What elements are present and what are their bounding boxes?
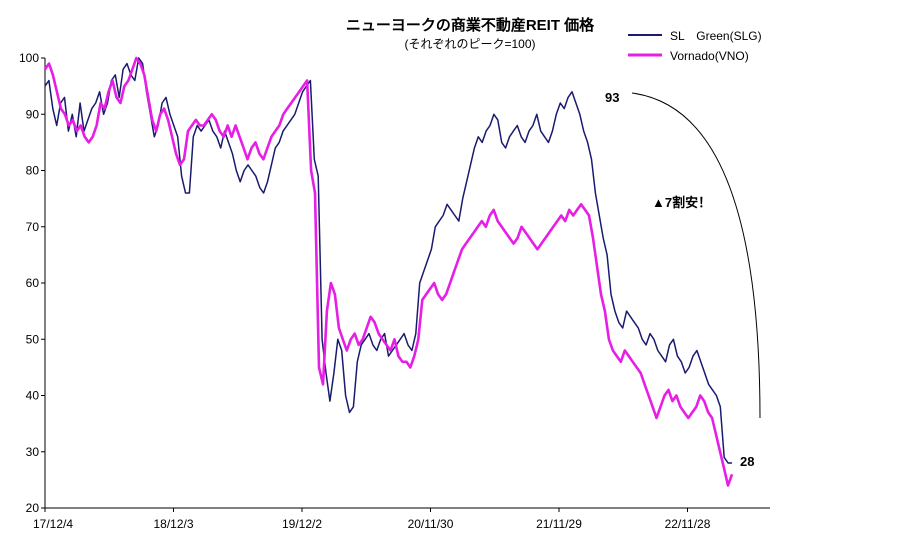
y-tick-label: 50 (26, 332, 40, 346)
x-tick-label: 17/12/4 (33, 517, 73, 531)
legend: SL Green(SLG) Vornado(VNO) (628, 29, 762, 63)
x-tick-label: 19/12/2 (282, 517, 322, 531)
y-tick-label: 30 (26, 445, 40, 459)
y-tick-label: 20 (26, 501, 40, 515)
x-tick-label: 21/11/29 (536, 517, 582, 531)
peak-value-label: 93 (605, 90, 619, 105)
y-tick-label: 90 (26, 107, 40, 121)
x-tick-label: 20/11/30 (408, 517, 454, 531)
y-tick-label: 40 (26, 389, 40, 403)
annotations: 93 ▲7割安！ 28 (605, 90, 761, 469)
plot-area: 20 30 40 50 60 70 80 90 100 17/12/4 18/12/3 19/12/… (19, 51, 770, 531)
chart-title: ニューヨークの商業不動産REIT 価格 (346, 16, 595, 34)
end-value-label: 28 (740, 454, 754, 469)
x-ticks: 17/12/4 18/12/3 19/12/2 20/11/30 21/11/29 22/… (33, 508, 711, 531)
series-line-vno (43, 56, 734, 487)
y-ticks: 20 30 40 50 60 70 80 90 100 (19, 51, 45, 515)
decline-arc (631, 92, 761, 419)
chart-subtitle: (それぞれのピーク=100) (404, 37, 535, 51)
y-tick-label: 70 (26, 220, 40, 234)
y-tick-label: 60 (26, 276, 40, 290)
x-tick-label: 22/11/28 (665, 517, 711, 531)
series-line-slg (44, 57, 732, 464)
y-tick-label: 100 (19, 51, 39, 65)
y-tick-label: 80 (26, 164, 40, 178)
legend-label-vno: Vornado(VNO) (670, 49, 749, 63)
legend-label-slg: SL Green(SLG) (670, 29, 762, 43)
series-lines (43, 56, 734, 487)
decline-note: ▲7割安！ (652, 195, 711, 210)
x-tick-label: 18/12/3 (153, 517, 193, 531)
